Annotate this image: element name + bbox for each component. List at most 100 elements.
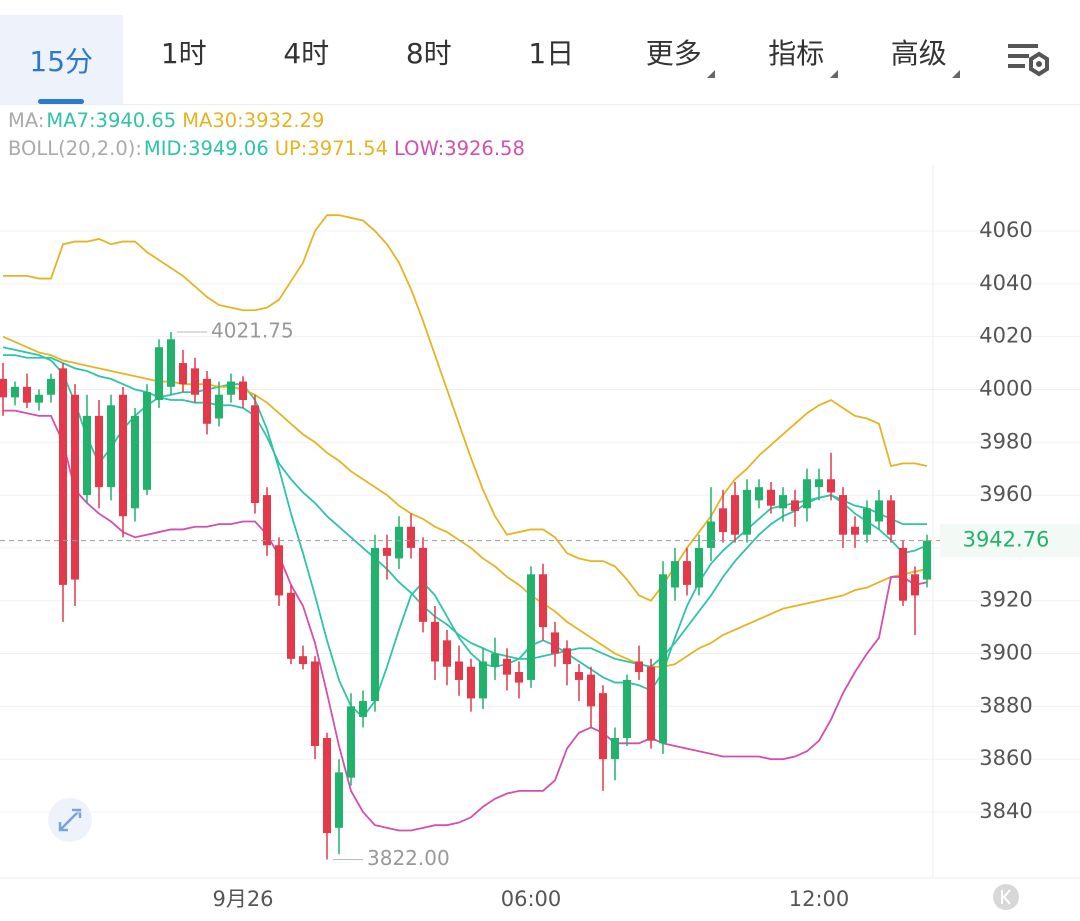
indicator-line xyxy=(3,409,928,832)
annotation-label: 3822.00 xyxy=(367,846,450,870)
candle-body xyxy=(755,487,763,501)
candle-body xyxy=(263,495,271,546)
candle-body xyxy=(611,738,619,760)
candle-body xyxy=(59,368,67,585)
x-tick-label: 06:00 xyxy=(501,887,562,911)
candle-body xyxy=(875,500,883,522)
candle-body xyxy=(359,701,367,717)
y-tick-label: 3900 xyxy=(979,641,1032,665)
candle-body xyxy=(779,495,787,509)
candle-body xyxy=(119,394,127,517)
candle-body xyxy=(35,394,43,403)
indicator-line xyxy=(3,214,928,602)
candle-body xyxy=(683,561,691,585)
legend-row: BOLL(20,2.0): MID:3949.06 UP:3971.54 LOW:39… xyxy=(8,135,531,163)
candle-body xyxy=(479,661,487,699)
candle-body xyxy=(635,661,643,673)
legend-entry: LOW:3926.58 xyxy=(393,137,525,160)
candle-body xyxy=(827,479,835,493)
candle-body xyxy=(707,521,715,548)
candle-body xyxy=(299,656,307,665)
last-price-box xyxy=(940,523,1080,558)
candle-body xyxy=(95,415,103,488)
indicator-line xyxy=(2,335,928,668)
candle-body xyxy=(227,381,235,395)
candle-body xyxy=(23,386,31,403)
y-tick-label: 4020 xyxy=(979,324,1032,348)
y-tick-label: 4040 xyxy=(979,271,1032,295)
menu-button[interactable]: 指标 xyxy=(735,0,858,104)
candle-body xyxy=(659,574,667,744)
candle-body xyxy=(131,415,139,509)
menu-button[interactable]: 高级 xyxy=(858,0,981,104)
period-tab[interactable]: 4时 xyxy=(283,37,330,70)
toolbar: 15分 1时 4时 8时 1日 更多 指标 高级 xyxy=(0,0,1080,105)
candle-body xyxy=(671,561,679,588)
menu-button[interactable]: 更多 xyxy=(613,0,736,104)
legend-entry: UP:3971.54 xyxy=(274,137,388,160)
candle-body xyxy=(443,640,451,667)
annotation-label: 4021.75 xyxy=(211,319,294,343)
period-tab[interactable]: 8时 xyxy=(405,37,452,70)
indicator-line xyxy=(3,354,927,668)
candle-body xyxy=(767,489,775,506)
candle-body xyxy=(599,693,607,760)
candle-body xyxy=(179,363,187,385)
candle-body xyxy=(191,368,199,395)
legend-group-label: MA: xyxy=(8,109,45,132)
settings-icon[interactable] xyxy=(1005,40,1051,80)
candle-body xyxy=(239,381,247,401)
x-tick-label: 12:00 xyxy=(789,887,850,911)
candle-body xyxy=(83,415,91,496)
candle-body xyxy=(515,672,523,683)
candle-body xyxy=(839,495,847,535)
scroll-end-button[interactable] xyxy=(993,884,1019,910)
candle-body xyxy=(791,500,799,511)
candle-body xyxy=(575,672,583,680)
candle-body xyxy=(803,479,811,509)
y-tick-label: 3860 xyxy=(979,746,1032,770)
candle-body xyxy=(719,508,727,533)
candle-body xyxy=(167,339,175,387)
candle-body xyxy=(419,547,427,622)
candle-body xyxy=(887,500,895,535)
candle-body xyxy=(335,772,343,828)
candle-body xyxy=(395,526,403,559)
candle-body xyxy=(863,508,871,535)
candle-body xyxy=(923,540,931,580)
candle-body xyxy=(527,574,535,680)
candle-body xyxy=(275,545,283,596)
candle-body xyxy=(911,574,919,596)
candle-body xyxy=(71,394,79,580)
candle-body xyxy=(647,666,655,741)
legend-group-label: BOLL(20,2.0): xyxy=(8,137,142,160)
candle-body xyxy=(383,547,391,556)
candle-body xyxy=(431,621,439,662)
last-price-label: 3942.76 xyxy=(963,528,1050,552)
x-tick-label: 9月26 xyxy=(212,887,273,911)
candle-body xyxy=(899,547,907,601)
legend-entry: MA30:3932.29 xyxy=(182,109,325,132)
candle-body xyxy=(203,378,211,424)
candle-body xyxy=(47,378,55,395)
candle-body xyxy=(407,526,415,548)
period-tab[interactable]: 1时 xyxy=(160,37,207,70)
indicator-legend: MA: MA7:3940.65 MA30:3932.29 BOLL(20,2.0): M… xyxy=(8,107,531,163)
candle-body xyxy=(0,378,7,398)
candle-body xyxy=(251,405,259,504)
legend-entry: MA7:3940.65 xyxy=(46,109,177,132)
candle-body xyxy=(155,347,163,401)
candle-body xyxy=(467,666,475,699)
expand-button[interactable] xyxy=(48,798,92,842)
candle-body xyxy=(695,547,703,588)
candle-body xyxy=(815,479,823,488)
period-tab[interactable]: 1日 xyxy=(528,37,575,70)
y-tick-label: 4060 xyxy=(979,218,1032,242)
period-tab[interactable]: 15分 xyxy=(0,15,123,104)
candle-body xyxy=(503,658,511,675)
y-tick-label: 3920 xyxy=(979,588,1032,612)
indicator-line xyxy=(2,346,928,719)
candle-body xyxy=(743,489,751,535)
